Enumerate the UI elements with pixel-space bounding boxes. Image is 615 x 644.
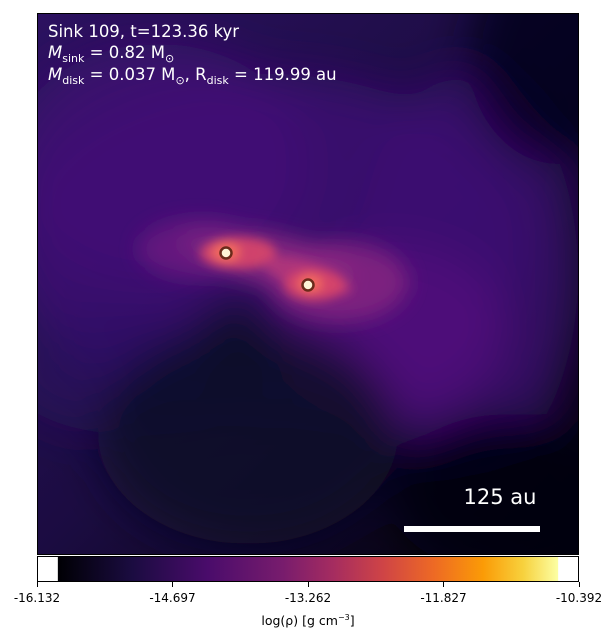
colorbar-tick <box>36 582 38 587</box>
colorbar-tick <box>443 582 444 587</box>
colorbar <box>37 556 579 582</box>
sink-info-line: Sink 109, t=123.36 kyr <box>48 22 240 41</box>
colorbar-tick-label: -14.697 <box>149 591 196 605</box>
colorbar-tick-label: -11.827 <box>420 591 467 605</box>
colorbar-tick <box>307 582 309 587</box>
density-field <box>38 14 578 554</box>
sink-particle-1 <box>219 246 233 260</box>
colorbar-tick-label: -16.132 <box>13 591 61 605</box>
scale-bar-label: 125 au <box>463 485 537 509</box>
colorbar-tick <box>172 582 173 587</box>
sink-mass-line: Msink = 0.82 M⊙ <box>48 43 175 65</box>
disk-properties-line: Mdisk = 0.037 M⊙, Rdisk = 119.99 au <box>48 65 337 87</box>
colorbar-tick-label: -13.262 <box>284 591 332 605</box>
sink-particle-2 <box>301 278 315 292</box>
colorbar-tick <box>578 582 580 587</box>
colorbar-label: log(ρ) [g cm−3] <box>261 613 355 629</box>
scale-bar <box>404 526 540 532</box>
density-map: Sink 109, t=123.36 kyr Msink = 0.82 M⊙ M… <box>37 13 579 555</box>
colorbar-tick-label: -10.392 <box>555 591 603 605</box>
